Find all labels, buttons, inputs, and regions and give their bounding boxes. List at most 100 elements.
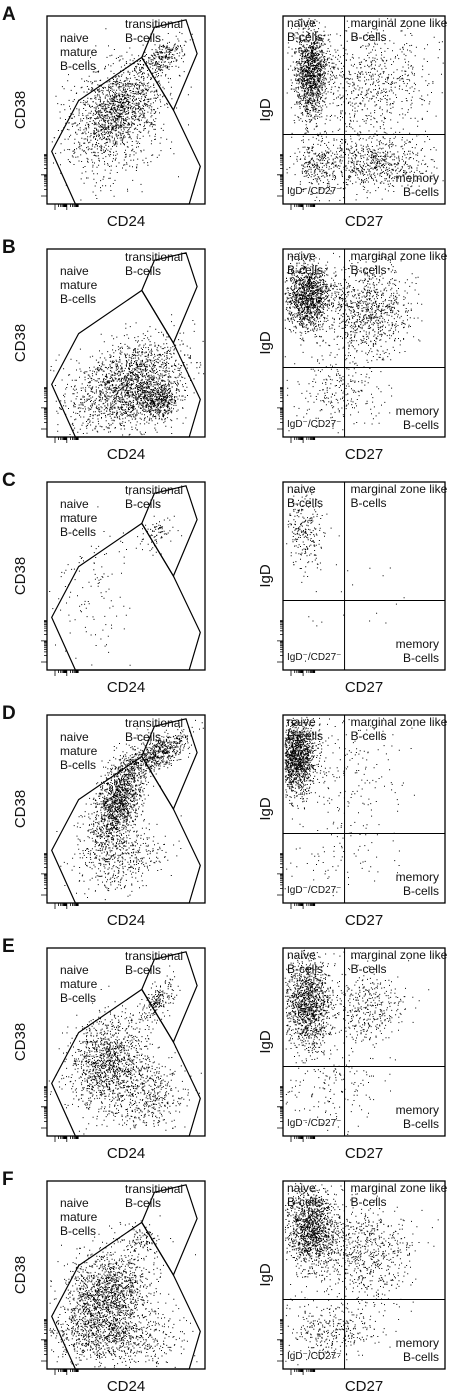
panel-letter: C — [2, 470, 16, 491]
quadrant-label: IgD⁻/CD27⁻ — [287, 652, 341, 663]
events — [49, 1215, 198, 1368]
quadrant-label: B-cells — [351, 263, 387, 277]
y-axis-label: IgD — [257, 98, 274, 122]
gate-transitional — [141, 485, 198, 578]
events — [284, 1182, 439, 1366]
gate-label: B-cells — [125, 963, 161, 977]
x-axis-label: CD27 — [345, 679, 383, 696]
gate-naive-mature — [51, 56, 201, 205]
y-axis-label: CD38 — [12, 91, 29, 129]
y-axis-label: CD38 — [12, 790, 29, 828]
gate-naive-mature — [51, 289, 201, 438]
events — [51, 28, 194, 201]
gate-transitional — [141, 718, 198, 811]
axis-ticks — [41, 853, 79, 909]
gate-transitional — [141, 252, 198, 345]
gate-label: mature — [60, 977, 98, 991]
gate-label: transitional — [125, 716, 183, 730]
plot-frame — [282, 714, 446, 904]
quadrant-label: B-cells — [287, 30, 323, 44]
x-axis-label: CD24 — [107, 1145, 145, 1162]
quadrant-label: memory — [396, 637, 439, 651]
quadrant-label: memory — [396, 1103, 439, 1117]
x-axis-label: CD27 — [345, 1378, 383, 1394]
axis-ticks — [277, 853, 316, 909]
quadrant-label: B-cells — [351, 496, 387, 510]
gate-label: B-cells — [60, 991, 96, 1005]
quadrant-label: B-cells — [403, 418, 439, 432]
quadrant-label: IgD⁻/CD27⁻ — [287, 1118, 341, 1129]
panel-letter: F — [2, 1169, 14, 1190]
quadrant-label: memory — [396, 1336, 439, 1350]
gate-label: B-cells — [125, 730, 161, 744]
axis-ticks — [277, 1319, 316, 1375]
gate-transitional — [141, 19, 198, 112]
quadrant-label: marginal zone like — [351, 482, 448, 496]
axis-ticks — [41, 387, 79, 443]
gate-label: mature — [60, 744, 98, 758]
gate-label: transitional — [125, 949, 183, 963]
quadrant-label: IgD⁻/CD27⁻ — [287, 419, 341, 430]
x-axis-label: CD27 — [345, 213, 383, 230]
gate-label: naive — [60, 963, 89, 977]
x-axis-label: CD24 — [107, 213, 145, 230]
gate-label: mature — [60, 1210, 98, 1224]
quadrant-label: marginal zone like — [351, 715, 448, 729]
panel-letter: A — [2, 4, 16, 25]
axis-ticks — [41, 154, 79, 210]
axis-ticks — [277, 1086, 316, 1142]
plot-frame — [282, 248, 446, 438]
quadrant-label: marginal zone like — [351, 1181, 448, 1195]
gate-naive-mature — [51, 755, 201, 904]
quadrant-label: IgD⁻/CD27⁻ — [287, 1351, 341, 1362]
quadrant-label: marginal zone like — [351, 948, 448, 962]
quadrant-label: memory — [396, 870, 439, 884]
gate-label: B-cells — [60, 1224, 96, 1238]
axis-ticks — [41, 620, 79, 676]
gate-label: transitional — [125, 483, 183, 497]
y-axis-label: CD38 — [12, 1256, 29, 1294]
x-axis-label: CD24 — [107, 679, 145, 696]
panel-letter: D — [2, 703, 16, 724]
plot-frame — [282, 481, 446, 671]
gate-transitional — [141, 1184, 198, 1277]
quadrant-label: marginal zone like — [351, 249, 448, 263]
y-axis-label: IgD — [257, 797, 274, 821]
quadrant-label: B-cells — [403, 651, 439, 665]
events — [50, 314, 205, 436]
gate-label: B-cells — [60, 59, 96, 73]
quadrant-label: B-cells — [287, 962, 323, 976]
events — [48, 965, 202, 1135]
x-axis-label: CD27 — [345, 446, 383, 463]
quadrant-label: B-cells — [287, 496, 323, 510]
gate-label: transitional — [125, 17, 183, 31]
quadrant-label: memory — [396, 404, 439, 418]
y-axis-label: CD38 — [12, 1023, 29, 1061]
y-axis-label: CD38 — [12, 557, 29, 595]
gate-transitional — [141, 951, 198, 1044]
y-axis-label: CD38 — [12, 324, 29, 362]
events — [286, 486, 405, 662]
gate-label: naive — [60, 31, 89, 45]
quadrant-label: B-cells — [403, 884, 439, 898]
quadrant-label: IgD⁻/CD27⁻ — [287, 885, 341, 896]
events — [284, 716, 418, 897]
axis-ticks — [277, 620, 316, 676]
gate-label: transitional — [125, 250, 183, 264]
x-axis-label: CD24 — [107, 446, 145, 463]
gate-label: naive — [60, 264, 89, 278]
quadrant-label: B-cells — [351, 1195, 387, 1209]
axis-ticks — [277, 154, 316, 210]
quadrant-label: B-cells — [351, 30, 387, 44]
gate-label: B-cells — [125, 264, 161, 278]
gate-label: naive — [60, 730, 89, 744]
gate-label: B-cells — [125, 31, 161, 45]
plot-frame — [282, 1180, 446, 1370]
gate-label: B-cells — [125, 1196, 161, 1210]
